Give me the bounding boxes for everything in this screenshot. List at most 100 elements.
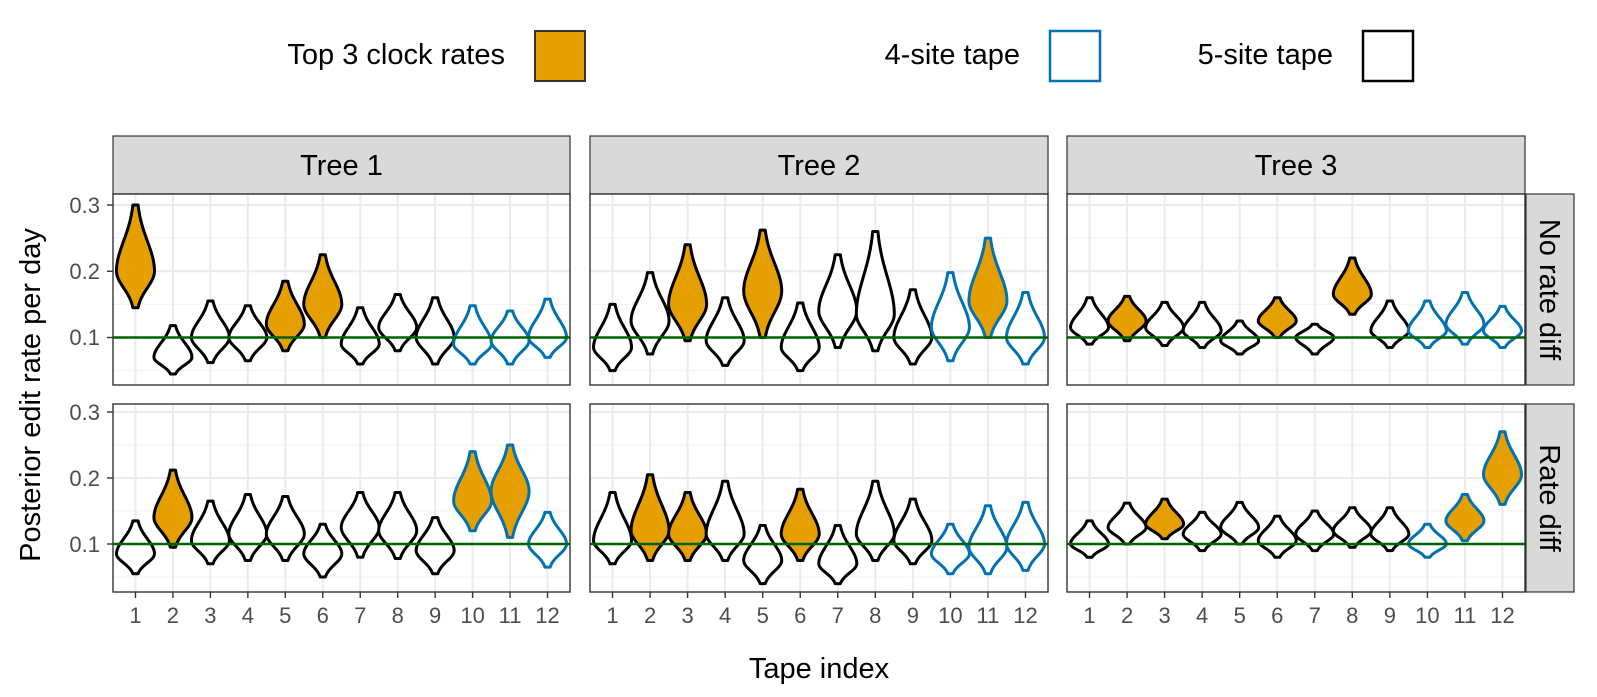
x-tick-label-8: 8 bbox=[869, 603, 881, 628]
x-tick-label-10: 10 bbox=[1415, 603, 1439, 628]
x-tick-label-12: 12 bbox=[1013, 603, 1037, 628]
violin-tape-11 bbox=[1444, 493, 1486, 543]
violin-tape-7 bbox=[339, 306, 381, 366]
x-tick-label-1: 1 bbox=[1083, 603, 1095, 628]
y-tick-label-row1-0.1: 0.1 bbox=[69, 325, 100, 350]
x-tick-label-5: 5 bbox=[1234, 603, 1246, 628]
y-tick-label-row1-0.3: 0.3 bbox=[69, 193, 100, 218]
x-tick-label-3: 3 bbox=[204, 603, 216, 628]
y-axis-title: Posterior edit rate per day bbox=[15, 228, 47, 562]
x-tick-label-9: 9 bbox=[429, 603, 441, 628]
legend-label-four-site: 4-site tape bbox=[885, 39, 1020, 71]
x-tick-label-5: 5 bbox=[279, 603, 291, 628]
x-tick-label-5: 5 bbox=[757, 603, 769, 628]
violin-tape-9 bbox=[414, 516, 456, 576]
x-tick-label-10: 10 bbox=[938, 603, 962, 628]
violin-tape-7 bbox=[1294, 509, 1336, 553]
violin-tape-4 bbox=[704, 296, 746, 367]
x-tick-label-2: 2 bbox=[167, 603, 179, 628]
violin-tape-10 bbox=[929, 522, 971, 576]
x-tick-label-8: 8 bbox=[1346, 603, 1358, 628]
violin-tape-11 bbox=[967, 236, 1009, 339]
violin-tape-2 bbox=[152, 324, 194, 376]
strip-rate-diff bbox=[1525, 403, 1575, 593]
panel-border bbox=[1066, 193, 1526, 386]
panels: 1 2 3 4 5 6 7 8 9 10 11 12 1 2 3 4 5 6 7 8 9 10 11 12 1 2 3 4 5 6 7 8 9 1… bbox=[107, 193, 1526, 628]
legend-key-top3 bbox=[534, 30, 586, 82]
x-tick-label-4: 4 bbox=[1196, 603, 1208, 628]
x-tick-label-4: 4 bbox=[719, 603, 731, 628]
strip-label-tree-1: Tree 1 bbox=[300, 150, 383, 182]
violin-tape-4 bbox=[1181, 510, 1223, 553]
x-tick-label-1: 1 bbox=[129, 603, 141, 628]
panel-border bbox=[589, 193, 1049, 386]
strip-label-tree-2: Tree 2 bbox=[778, 150, 861, 182]
x-tick-label-12: 12 bbox=[535, 603, 559, 628]
legend-key-five-site bbox=[1361, 29, 1415, 83]
violin-tape-7 bbox=[1294, 322, 1336, 356]
panel-tree-2-no-rate-diff bbox=[589, 193, 1049, 386]
panel-border bbox=[112, 403, 571, 593]
violin-tape-3 bbox=[667, 243, 709, 343]
violin-tape-2 bbox=[152, 468, 194, 549]
violin-tape-10 bbox=[1406, 299, 1448, 349]
panel-background bbox=[1067, 194, 1525, 385]
violin-tape-3 bbox=[189, 299, 231, 365]
violin-tape-6 bbox=[779, 487, 821, 562]
strip-tree-2 bbox=[589, 135, 1049, 195]
panel-border bbox=[589, 403, 1049, 593]
violin-tape-1 bbox=[114, 203, 156, 310]
violin-tape-10 bbox=[452, 450, 494, 533]
violin-tape-1 bbox=[1069, 296, 1111, 346]
panel-tree-3-no-rate-diff bbox=[1066, 193, 1526, 386]
violin-tape-2 bbox=[1106, 294, 1148, 343]
panel-tree-3-rate-diff: 1 2 3 4 5 6 7 8 9 10 11 12 bbox=[1066, 403, 1526, 628]
x-tick-label-11: 11 bbox=[1454, 603, 1477, 628]
violin-tape-8 bbox=[1331, 256, 1373, 316]
panel-tree-1-rate-diff: 1 2 3 4 5 6 7 8 9 10 11 12 bbox=[107, 403, 571, 628]
violin-tape-5 bbox=[1219, 500, 1261, 546]
violin-tape-2 bbox=[629, 271, 671, 356]
violin-tape-4 bbox=[1181, 300, 1223, 349]
x-tick-label-6: 6 bbox=[1271, 603, 1283, 628]
strip-label-rate-diff: Rate diff bbox=[1533, 444, 1565, 552]
violin-tape-11 bbox=[967, 504, 1009, 576]
row-strips: No rate diff Rate diff bbox=[1525, 193, 1575, 593]
x-tick-label-7: 7 bbox=[1309, 603, 1321, 628]
legend-key-four-site bbox=[1048, 29, 1102, 83]
legend: Top 3 clock rates 4-site tape 5-site tap… bbox=[287, 29, 1415, 83]
x-tick-label-9: 9 bbox=[1384, 603, 1396, 628]
strip-no-rate-diff bbox=[1525, 193, 1575, 386]
violin-tape-2 bbox=[1106, 501, 1148, 546]
y-tick-label-row2-0.1: 0.1 bbox=[69, 532, 100, 557]
strip-label-no-rate-diff: No rate diff bbox=[1533, 219, 1565, 361]
y-tick-label-row1-0.2: 0.2 bbox=[69, 259, 100, 284]
strip-tree-3 bbox=[1066, 135, 1526, 195]
x-tick-label-6: 6 bbox=[317, 603, 329, 628]
strip-tree-1 bbox=[112, 135, 571, 195]
violin-tape-6 bbox=[302, 522, 344, 579]
violin-tape-8 bbox=[377, 491, 419, 561]
x-tick-label-4: 4 bbox=[242, 603, 254, 628]
panel-tree-2-rate-diff: 1 2 3 4 5 6 7 8 9 10 11 12 bbox=[589, 403, 1049, 628]
violin-tape-1 bbox=[114, 519, 156, 576]
violin-tape-3 bbox=[1144, 497, 1186, 541]
x-tick-label-3: 3 bbox=[1158, 603, 1170, 628]
panel-border bbox=[1066, 403, 1526, 593]
x-tick-label-11: 11 bbox=[499, 603, 522, 628]
y-tick-label-row2-0.3: 0.3 bbox=[69, 400, 100, 425]
x-tick-label-8: 8 bbox=[392, 603, 404, 628]
violin-tape-4 bbox=[227, 304, 269, 363]
y-tick-label-row2-0.2: 0.2 bbox=[69, 466, 100, 491]
violin-tape-5 bbox=[264, 279, 306, 353]
x-axis-title: Tape index bbox=[749, 653, 890, 685]
x-tick-label-10: 10 bbox=[460, 603, 484, 628]
column-strips: Tree 1 Tree 2 Tree 3 bbox=[112, 135, 1526, 195]
x-tick-label-11: 11 bbox=[977, 603, 1000, 628]
x-tick-label-2: 2 bbox=[644, 603, 656, 628]
violin-tape-12 bbox=[1004, 290, 1046, 366]
violin-tape-8 bbox=[854, 230, 896, 353]
x-tick-label-7: 7 bbox=[354, 603, 366, 628]
violin-tape-6 bbox=[302, 253, 344, 339]
